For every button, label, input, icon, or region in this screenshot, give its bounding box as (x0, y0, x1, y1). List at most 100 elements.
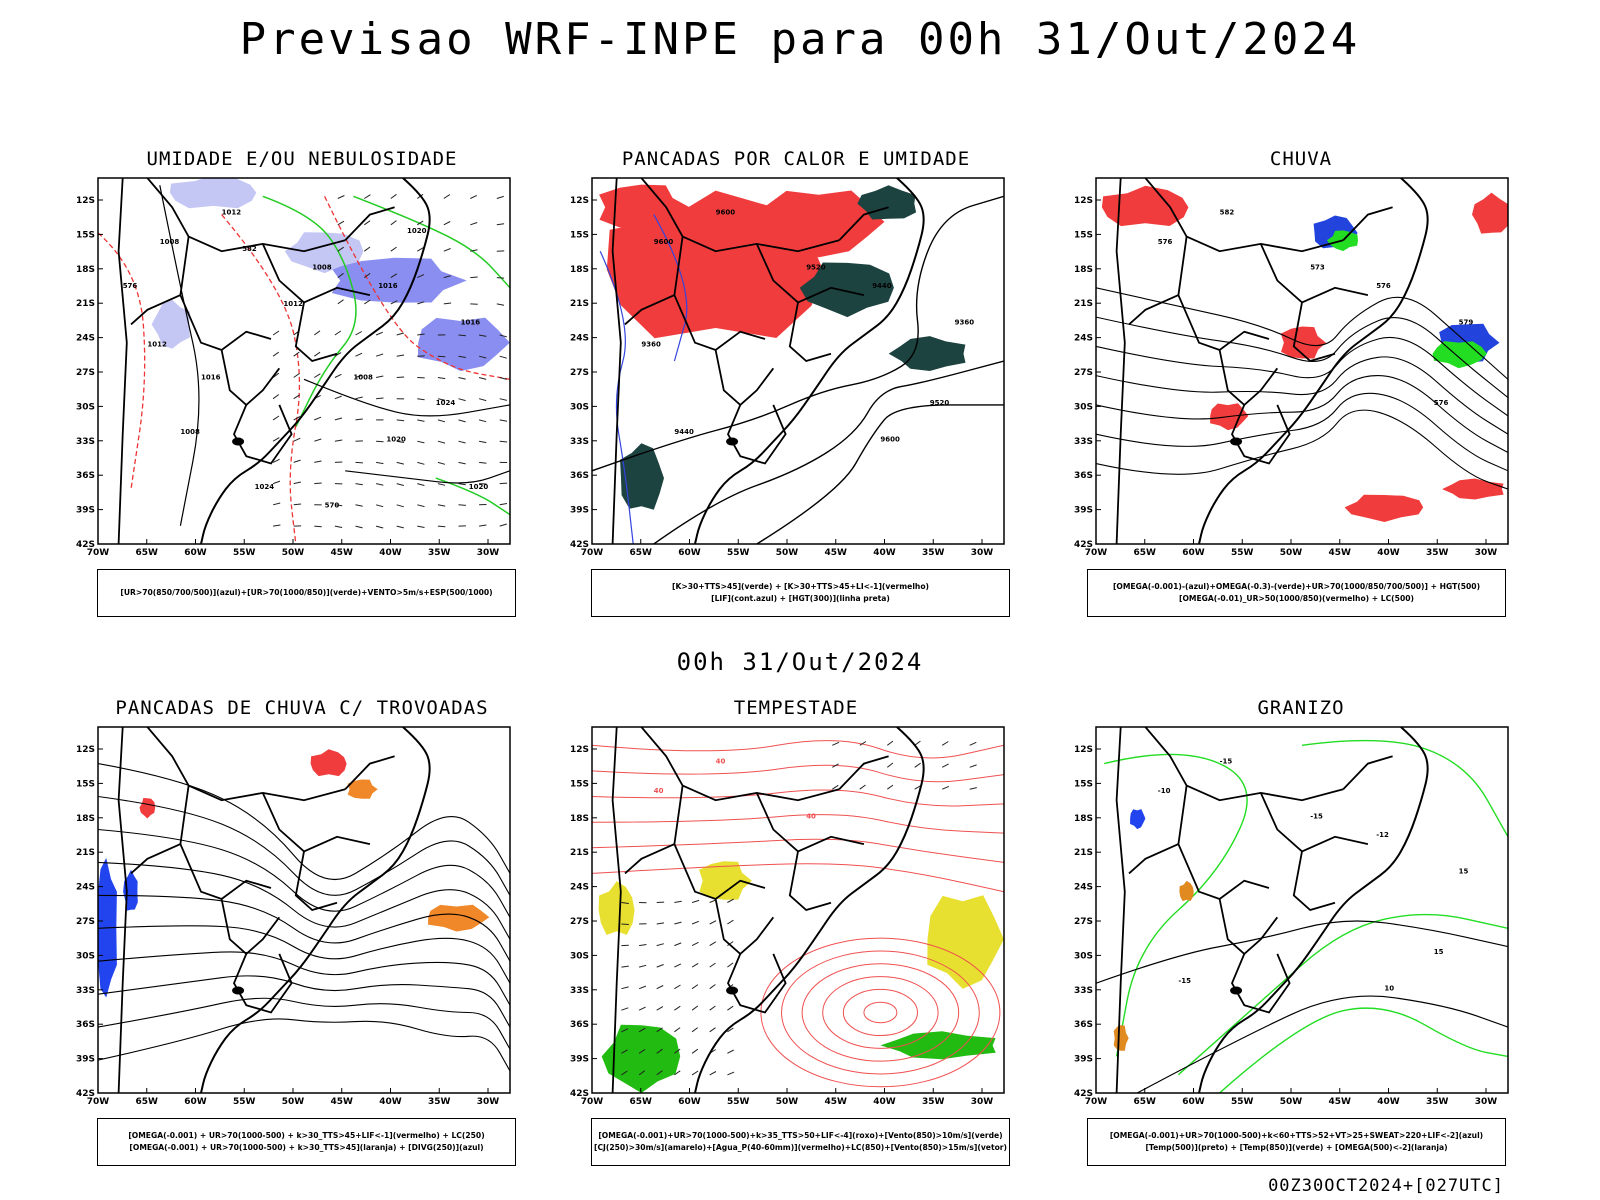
pressure-contour (345, 470, 510, 484)
lon-label: 40W (1377, 548, 1400, 558)
wind-arrow (709, 962, 716, 968)
lat-label: 15S (76, 779, 95, 789)
lon-label: 60W (184, 1097, 207, 1107)
lake (726, 986, 739, 995)
temp850-contour (1219, 1007, 1508, 1093)
wind-arrow (621, 1028, 629, 1033)
lat-label: 30S (76, 402, 95, 412)
contour-label: 582 (242, 245, 257, 253)
pressure-contour (863, 1001, 898, 1024)
lat-label: 24S (570, 334, 589, 344)
wind-arrow (621, 965, 629, 968)
lat-label: 15S (76, 230, 95, 240)
wind-arrow (499, 419, 508, 422)
wind-arrow (479, 334, 487, 337)
wind-arrow (478, 355, 487, 359)
wind-arrow (355, 331, 363, 336)
wind-arrow (355, 396, 363, 400)
height-contour (653, 360, 1004, 544)
lake (1230, 986, 1243, 995)
wind-arrow (375, 483, 384, 486)
state-border (788, 302, 832, 363)
wind-arrow (337, 220, 345, 226)
lon-label: 50W (776, 548, 799, 558)
lon-label: 40W (379, 548, 402, 558)
state-border (714, 898, 775, 956)
temp850-contour (1301, 739, 1508, 838)
lon-label: 50W (1280, 1097, 1303, 1107)
state-border (611, 178, 622, 544)
wind-arrow (470, 249, 478, 252)
contour-label: 9520 (806, 264, 826, 272)
wind-arrow (458, 461, 466, 465)
wind-arrow (969, 787, 977, 790)
wind-arrow (364, 220, 371, 226)
wind-arrow (417, 504, 425, 508)
lat-label: 36S (1074, 1020, 1093, 1030)
wind-arrow (727, 1005, 734, 1011)
lon-label: 55W (233, 1097, 256, 1107)
thickness-contour (324, 196, 510, 380)
streamline (98, 763, 510, 881)
lat-label: 33S (76, 437, 95, 447)
streamline (98, 828, 510, 918)
contour-label: 1024 (436, 399, 456, 407)
state-border (146, 727, 346, 802)
wind-arrow (656, 943, 664, 947)
wind-arrow (674, 1048, 681, 1054)
lat-label: 27S (570, 368, 589, 378)
lat-label: 30S (76, 951, 95, 961)
lat-label: 39S (76, 506, 95, 516)
lat-label: 15S (570, 230, 589, 240)
pressure-contour (303, 378, 510, 417)
height-contour (756, 404, 1004, 544)
wind-arrow (621, 986, 629, 990)
wind-arrow (458, 440, 466, 444)
lon-label: 60W (1182, 548, 1205, 558)
wind-arrow (390, 273, 398, 279)
state-border (1342, 755, 1393, 790)
state-border (624, 294, 675, 326)
wind-arrow (478, 398, 487, 402)
state-border (1128, 294, 1179, 326)
lon-label: 35W (428, 548, 451, 558)
wind-arrow (396, 376, 405, 378)
lon-label: 70W (1085, 1097, 1108, 1107)
wind-arrow (656, 1006, 664, 1011)
lat-label: 27S (570, 917, 589, 927)
state-border (220, 349, 281, 407)
wind-arrow (437, 398, 446, 401)
wind-arrow (832, 741, 840, 746)
wind-arrow (914, 740, 921, 746)
contour-label: 570 (325, 501, 340, 509)
wind-arrow (375, 525, 384, 529)
wind-arrow (478, 419, 487, 423)
hail-area (1130, 809, 1146, 830)
lon-label: 40W (873, 548, 896, 558)
pressure-contour (760, 937, 1001, 1088)
lat-label: 18S (570, 265, 589, 275)
wind-arrow (638, 1070, 646, 1076)
wind-arrow (437, 440, 446, 444)
wind-arrow (709, 920, 717, 925)
humidity-area (151, 299, 190, 349)
lon-label: 35W (1426, 548, 1449, 558)
contour-label: 1020 (469, 483, 489, 491)
lat-label: 15S (1074, 230, 1093, 240)
state-border (640, 727, 840, 802)
map-frame (591, 726, 1005, 1094)
wind-arrow (941, 741, 949, 746)
contour-label: 9440 (674, 428, 694, 436)
pressure-contour (842, 988, 918, 1037)
lat-label: 24S (76, 334, 95, 344)
wind-arrow (499, 523, 507, 527)
lat-label: 12S (76, 745, 95, 755)
wind-arrow (887, 740, 894, 746)
lon-label: 30W (477, 548, 500, 558)
state-border (1177, 236, 1270, 352)
wind-arrow (709, 984, 716, 990)
lat-label: 39S (1074, 506, 1093, 516)
lon-label: 40W (379, 1097, 402, 1107)
wind-arrow (709, 941, 717, 947)
wind-arrow (437, 419, 446, 423)
